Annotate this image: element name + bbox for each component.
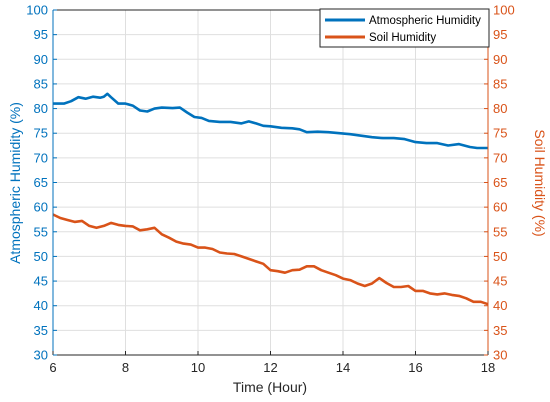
right-y-tick-label: 65 bbox=[493, 175, 507, 190]
legend-box bbox=[319, 8, 490, 48]
right-y-tick-label: 70 bbox=[493, 150, 507, 165]
left-y-tick-label: 95 bbox=[34, 27, 48, 42]
left-y-tick-label: 90 bbox=[34, 52, 48, 67]
left-y-tick-label: 40 bbox=[34, 298, 48, 313]
legend: Atmospheric Humidity Soil Humidity bbox=[319, 8, 490, 48]
x-tick-label: 6 bbox=[49, 360, 56, 375]
left-y-tick-label: 55 bbox=[34, 224, 48, 239]
left-y-tick-label: 50 bbox=[34, 249, 48, 264]
left-y-tick-label: 65 bbox=[34, 175, 48, 190]
left-y-tick-label: 85 bbox=[34, 76, 48, 91]
legend-label-atmospheric: Atmospheric Humidity bbox=[369, 15, 481, 27]
left-y-tick-label: 75 bbox=[34, 126, 48, 141]
x-axis-label: Time (Hour) bbox=[233, 379, 307, 395]
right-y-tick-label: 50 bbox=[493, 249, 507, 264]
left-y-tick-label: 45 bbox=[34, 274, 48, 289]
right-y-tick-label: 90 bbox=[493, 52, 507, 67]
left-y-tick-label: 30 bbox=[34, 348, 48, 363]
right-y-tick-label: 95 bbox=[493, 27, 507, 42]
right-y-tick-label: 75 bbox=[493, 126, 507, 141]
left-y-tick-label: 60 bbox=[34, 200, 48, 215]
left-y-tick-label: 80 bbox=[34, 101, 48, 116]
x-tick-label: 8 bbox=[122, 360, 129, 375]
series-lines bbox=[52, 92, 489, 306]
x-tick-label: 14 bbox=[336, 360, 350, 375]
soil-humidity-line bbox=[52, 213, 489, 306]
right-y-tick-label: 30 bbox=[493, 348, 507, 363]
left-y-tick-label: 35 bbox=[34, 323, 48, 338]
left-y-axis-label: Atmospheric Humidity (%) bbox=[7, 102, 23, 264]
right-y-tick-label: 35 bbox=[493, 323, 507, 338]
right-y-tick-label: 60 bbox=[493, 200, 507, 215]
left-y-tick-label: 70 bbox=[34, 150, 48, 165]
right-y-tick-label: 55 bbox=[493, 224, 507, 239]
x-tick-label: 12 bbox=[263, 360, 277, 375]
right-y-tick-label: 40 bbox=[493, 298, 507, 313]
right-y-tick-label: 85 bbox=[493, 76, 507, 91]
x-tick-label: 16 bbox=[408, 360, 422, 375]
x-tick-label: 18 bbox=[481, 360, 495, 375]
right-y-tick-label: 80 bbox=[493, 101, 507, 116]
right-y-axis-label: Soil Humidity (%) bbox=[532, 129, 548, 236]
x-tick-label: 10 bbox=[191, 360, 205, 375]
atmospheric-humidity-line bbox=[53, 92, 488, 150]
right-y-tick-label: 100 bbox=[493, 3, 515, 18]
grid-lines bbox=[52, 9, 489, 356]
right-y-tick-label: 45 bbox=[493, 274, 507, 289]
legend-label-soil: Soil Humidity bbox=[369, 32, 436, 44]
left-y-tick-label: 100 bbox=[26, 3, 48, 18]
